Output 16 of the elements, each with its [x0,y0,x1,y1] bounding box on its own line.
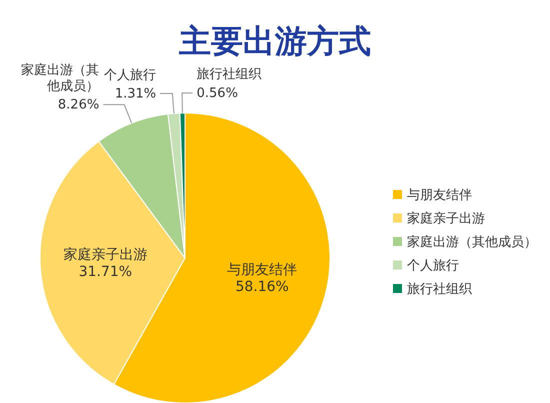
slice-label: 家庭出游（其他成员） [20,63,100,95]
data-label: 8.26% [58,98,100,113]
legend-label: 个人旅行 [407,258,459,274]
legend-label: 与朋友结伴 [407,188,472,203]
data-label: 1.31% [114,86,156,102]
chart-title: 主要出游方式 [178,22,371,60]
legend-label: 家庭亲子出游 [407,210,485,226]
slice-label: 与朋友结伴 [227,262,298,278]
data-label: 0.56% [196,86,238,102]
data-label: 31.71% [78,264,132,280]
data-label: 58.16% [235,279,289,296]
slice-label: 个人旅行 [104,68,156,83]
legend-label: 家庭出游（其他成员） [407,234,537,250]
slice-label: 家庭亲子出游 [63,246,148,263]
slice-label: 旅行社组织 [196,67,263,84]
legend-label: 旅行社组织 [407,282,472,297]
